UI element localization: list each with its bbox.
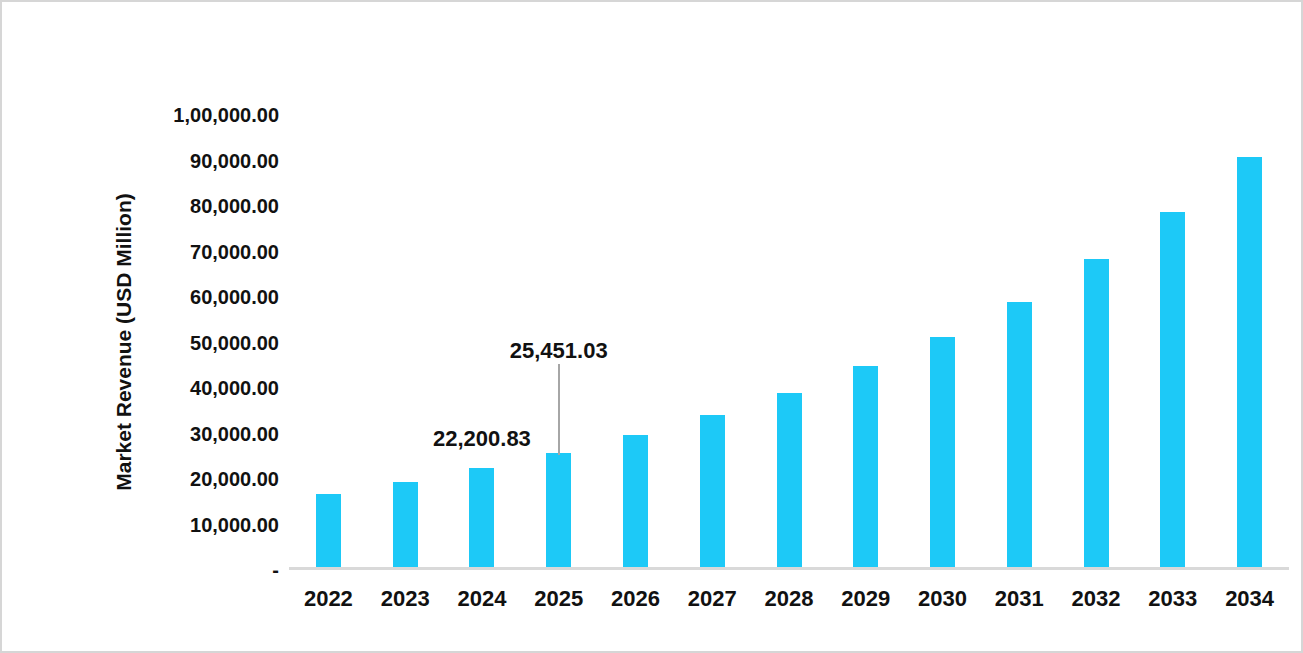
x-tick-label-2030: 2030: [904, 587, 981, 611]
bar-2024: [469, 468, 494, 567]
y-tick-label: 20,000.00: [2, 468, 279, 490]
bar-2023: [393, 482, 418, 567]
x-tick-label-2028: 2028: [751, 587, 828, 611]
x-tick-label-2031: 2031: [981, 587, 1058, 611]
y-tick-label: 90,000.00: [2, 150, 279, 172]
x-tick-label-2023: 2023: [367, 587, 444, 611]
y-tick-label: -: [2, 559, 279, 581]
y-tick-label: 80,000.00: [2, 195, 279, 217]
bar-2026: [623, 435, 648, 567]
y-tick-label: 50,000.00: [2, 332, 279, 354]
x-tick-label-2022: 2022: [290, 587, 367, 611]
y-tick-label: 70,000.00: [2, 241, 279, 263]
x-tick-label-2032: 2032: [1058, 587, 1135, 611]
bar-2022: [316, 494, 341, 567]
bar-2025: [546, 453, 571, 567]
data-label-2025: 25,451.03: [474, 338, 644, 363]
bar-2028: [777, 393, 802, 567]
plot-area: [290, 114, 1288, 569]
bar-2034: [1237, 157, 1262, 567]
y-tick-label: 1,00,000.00: [2, 104, 279, 126]
chart-frame: Market Revenue (USD Million) -10,000.002…: [0, 0, 1303, 653]
x-tick-label-2029: 2029: [827, 587, 904, 611]
bar-2029: [853, 366, 878, 567]
x-axis-line: [289, 567, 1289, 570]
bar-2033: [1160, 212, 1185, 567]
bar-2027: [700, 415, 725, 567]
x-tick-label-2026: 2026: [597, 587, 674, 611]
bar-2031: [1007, 302, 1032, 567]
y-tick-label: 40,000.00: [2, 377, 279, 399]
y-tick-label: 30,000.00: [2, 423, 279, 445]
x-tick-label-2025: 2025: [520, 587, 597, 611]
data-label-leader-line: [558, 364, 560, 455]
bar-2030: [930, 337, 955, 568]
x-tick-label-2034: 2034: [1211, 587, 1288, 611]
x-tick-label-2027: 2027: [674, 587, 751, 611]
x-tick-label-2024: 2024: [444, 587, 521, 611]
bar-2032: [1084, 259, 1109, 567]
y-tick-label: 10,000.00: [2, 514, 279, 536]
data-label-2024: 22,200.83: [397, 426, 567, 451]
y-tick-label: 60,000.00: [2, 286, 279, 308]
x-tick-label-2033: 2033: [1134, 587, 1211, 611]
